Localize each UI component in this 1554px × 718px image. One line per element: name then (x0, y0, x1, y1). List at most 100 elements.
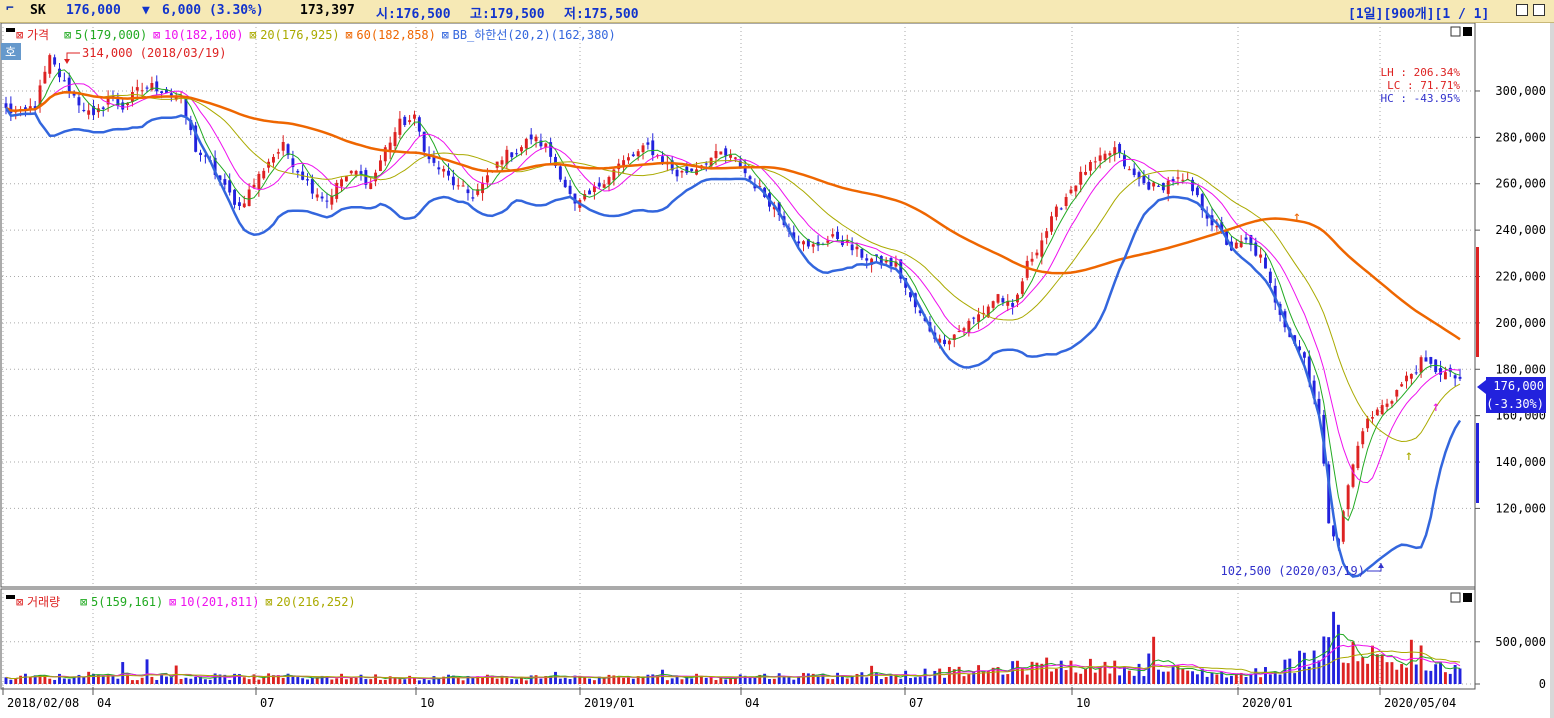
volume-bar (1239, 672, 1243, 684)
candle-body (485, 175, 489, 183)
volume-bar (67, 679, 71, 684)
volume-bar (597, 676, 601, 684)
volume-bar (1346, 663, 1350, 684)
maximize-button[interactable] (1516, 4, 1528, 16)
volume-bar (641, 677, 645, 684)
volume-bar (583, 677, 587, 684)
volume-bar (1361, 657, 1365, 684)
candle-body (875, 254, 878, 257)
volume-bar (1307, 666, 1311, 684)
candle-body (631, 154, 635, 157)
volume-bar (1443, 672, 1447, 684)
volume-bar (899, 678, 903, 684)
volume-bar (393, 677, 397, 684)
legend-volume-box-icon[interactable]: ⊠ (16, 595, 23, 609)
candle-body (952, 334, 956, 341)
candle-body (558, 166, 562, 180)
pane-close-button[interactable] (1463, 27, 1472, 36)
candle-body (840, 240, 844, 246)
volume-bar (1001, 674, 1005, 684)
volume-axis-tick-label: 0 (1539, 677, 1546, 691)
candle-body (1147, 181, 1151, 190)
volume-bar (427, 680, 431, 684)
volume-bar (23, 673, 27, 684)
candle-body (194, 125, 198, 152)
candle-body (121, 102, 125, 110)
candle-body (1400, 384, 1404, 387)
candle-body (1380, 405, 1384, 415)
candle-body (826, 240, 830, 243)
chart-area[interactable]: 120,000140,000160,000180,000200,000220,0… (0, 23, 1554, 718)
volume-bar (417, 680, 421, 684)
stat-lc: LC : 71.71% (1387, 79, 1460, 92)
volume-bar (471, 676, 475, 684)
candle-body (233, 189, 237, 205)
legend-series-box-icon[interactable]: ⊠ (169, 595, 176, 609)
volume-bar (43, 675, 47, 684)
legend-series-box-icon[interactable]: ⊠ (345, 28, 352, 42)
volume-bar (481, 677, 485, 684)
volume-bar (782, 676, 786, 684)
candle-body (28, 106, 32, 109)
chart-type-icon[interactable]: ⌐ (6, 1, 14, 16)
candle-body (811, 244, 815, 247)
mode-badge[interactable] (1, 43, 21, 60)
volume-bar (967, 674, 971, 684)
pane-maximize-button[interactable] (1450, 26, 1461, 37)
candle-body (1429, 357, 1433, 364)
legend-series-label: BB_하한선(20,2)(162,380) (453, 28, 616, 42)
candle-body (607, 177, 611, 185)
candle-body (1118, 143, 1122, 153)
volume-bar (821, 673, 825, 684)
volume-bar (58, 673, 61, 684)
volume-bar (845, 678, 849, 684)
candle-body (388, 142, 392, 152)
candle-body (1312, 380, 1316, 399)
volume-bar (145, 659, 149, 684)
close-button[interactable] (1533, 4, 1545, 16)
candle-body (62, 80, 66, 82)
legend-series-box-icon[interactable]: ⊠ (249, 28, 256, 42)
volume-bar (340, 673, 343, 684)
ma5-line (5, 69, 1461, 522)
legend-series-box-icon[interactable]: ⊠ (442, 28, 449, 42)
candle-body (636, 151, 640, 157)
volume-bar (1108, 673, 1112, 684)
candle-body (408, 120, 412, 123)
volume-bar (422, 678, 426, 684)
volume-bar (62, 678, 66, 684)
candle-body (1137, 172, 1141, 179)
legend-price-box-icon[interactable]: ⊠ (16, 28, 23, 42)
volume-bar (1356, 661, 1360, 684)
legend-series-box-icon[interactable]: ⊠ (153, 28, 160, 42)
candle-body (1011, 302, 1015, 307)
legend-series-box-icon[interactable]: ⊠ (64, 28, 71, 42)
candle-body (160, 91, 164, 93)
volume-bar (588, 678, 591, 684)
volume-pane-close-button[interactable] (1463, 593, 1472, 602)
candle-body (203, 155, 207, 157)
max-price-annotation: 314,000 (2018/03/19) (82, 46, 227, 60)
legend-series-box-icon[interactable]: ⊠ (80, 595, 87, 609)
period-info[interactable]: [1일][900개][1 / 1] (1348, 7, 1490, 22)
scrollbar[interactable] (1550, 23, 1554, 718)
legend-series-box-icon[interactable]: ⊠ (265, 595, 272, 609)
volume-bar (986, 670, 990, 684)
volume-pane-maximize-button[interactable] (1450, 592, 1461, 603)
volume-bar (981, 671, 985, 684)
candle-body (802, 241, 805, 245)
volume-bar (199, 676, 202, 684)
candle-body (1351, 464, 1355, 487)
volume-bar (4, 677, 8, 684)
volume-bar (320, 675, 324, 684)
candle-body (72, 93, 76, 96)
candle-body (850, 244, 854, 251)
volume-bar (169, 677, 173, 684)
volume-bar (130, 680, 134, 684)
volume-bar (860, 672, 864, 684)
legend-series-label: 10(201,811) (180, 595, 259, 609)
volume-bar (490, 675, 494, 684)
volume-pane[interactable] (0, 588, 1476, 690)
volume-bar (106, 674, 110, 684)
candle-body (281, 142, 285, 151)
